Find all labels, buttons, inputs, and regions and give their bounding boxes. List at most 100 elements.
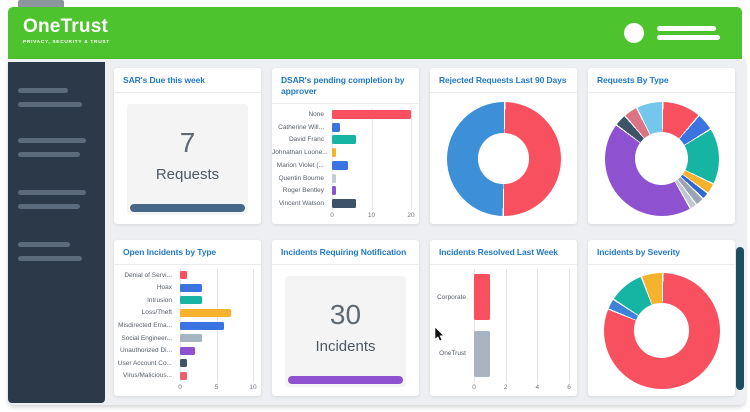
stat-value: 7 xyxy=(179,126,196,158)
card-sars-due-this-week: SAR's Due this week 7 Requests xyxy=(114,68,261,224)
onetrust-logo: OneTrust PRIVACY, SECURITY & TRUST xyxy=(23,16,110,45)
browser-tab-nub xyxy=(18,0,64,8)
chart-row: Hoax xyxy=(114,283,261,292)
category-label: Corporate xyxy=(437,293,466,301)
bar[interactable] xyxy=(332,148,336,158)
stat-label: Requests xyxy=(155,165,220,183)
card-title-link[interactable]: Rejected Requests Last 90 Days xyxy=(430,68,577,94)
stat-label: Incidents xyxy=(315,337,376,355)
card-title-link[interactable]: Requests By Type xyxy=(588,68,735,94)
open-incidents-bar-chart[interactable]: Denial of Servi... Hoax Intrusion Loss/Thef… xyxy=(114,265,261,396)
bar[interactable] xyxy=(180,296,202,305)
category-label: Hoax xyxy=(156,284,172,292)
category-label: Quentin Bourne xyxy=(278,174,324,182)
chart-row: David Franc xyxy=(272,135,419,145)
vertical-scrollbar-thumb[interactable] xyxy=(736,247,744,390)
card-title-link[interactable]: Incidents Resolved Last Week xyxy=(430,240,577,266)
bar[interactable] xyxy=(180,271,188,280)
x-axis-tick: 0 xyxy=(330,212,334,219)
category-label: Unauthorized Di... xyxy=(119,347,172,355)
donut-hole xyxy=(634,303,689,358)
bar[interactable] xyxy=(332,173,336,183)
stat-widget: 30 Incidents xyxy=(272,265,419,396)
requests-by-type-donut-chart[interactable] xyxy=(588,93,735,224)
card-title-link[interactable]: DSAR's pending completion by approver xyxy=(272,68,419,105)
card-incidents-requiring-notification: Incidents Requiring Notification 30 Inci… xyxy=(272,240,419,396)
card-incidents-by-severity: Incidents by Severity xyxy=(588,240,735,396)
category-label: None xyxy=(308,110,324,118)
card-requests-by-type: Requests By Type xyxy=(588,68,735,224)
chart-row: Johnathan Loone... xyxy=(272,148,419,158)
bar[interactable] xyxy=(180,371,188,380)
x-axis-tick: 10 xyxy=(367,212,376,219)
chart-row: Loss/Theft xyxy=(114,308,261,317)
donut-hole xyxy=(478,133,529,184)
card-open-incidents: Open Incidents by Type Denial of Servi..… xyxy=(114,240,261,396)
bar[interactable] xyxy=(180,334,202,343)
category-label: David Franc xyxy=(288,136,324,144)
chart-row: Roger Bentley xyxy=(272,186,419,196)
x-axis-tick: 5 xyxy=(214,384,219,391)
chart-row: Virus/Malicious... xyxy=(114,371,261,380)
bar[interactable] xyxy=(474,330,490,377)
card-incidents-resolved: Incidents Resolved Last Week Corporate On… xyxy=(430,240,577,396)
chart-row: Social Engineer... xyxy=(114,334,261,343)
x-axis-tick: 10 xyxy=(249,384,257,391)
sidebar-item-1[interactable] xyxy=(18,88,82,116)
category-label: User Account Co... xyxy=(117,359,172,367)
cards-grid: SAR's Due this week 7 Requests DSAR's pe… xyxy=(114,68,735,396)
category-label: Misdirected Ema... xyxy=(118,322,172,329)
donut xyxy=(604,101,719,216)
stat-accent-bar xyxy=(130,204,245,212)
chart-row: Marion Violet (... xyxy=(272,160,419,170)
category-label: OneTrust xyxy=(439,350,466,358)
dsar-pending-bar-chart[interactable]: None Catherine Will... David Franc Johnatha… xyxy=(272,104,419,224)
donut xyxy=(446,101,561,216)
card-title-link[interactable]: Open Incidents by Type xyxy=(114,240,261,266)
x-axis-tick: 0 xyxy=(178,384,182,391)
bar[interactable] xyxy=(332,199,356,209)
stat-value: 30 xyxy=(329,298,362,330)
bar[interactable] xyxy=(332,186,336,196)
sidebar-item-4[interactable] xyxy=(18,242,82,270)
x-axis-tick: 6 xyxy=(567,384,571,391)
category-label: Virus/Malicious... xyxy=(122,372,172,380)
bar[interactable] xyxy=(332,109,411,119)
chart-row: Catherine Will... xyxy=(272,122,419,132)
bar[interactable] xyxy=(474,274,490,321)
chart-row: Vincent Watson xyxy=(272,199,419,209)
user-avatar[interactable] xyxy=(624,23,644,43)
sidebar-item-3[interactable] xyxy=(18,190,86,218)
chart-row: Misdirected Ema... xyxy=(114,321,261,330)
category-label: Marion Violet (... xyxy=(276,161,324,169)
hamburger-menu-icon[interactable] xyxy=(657,26,720,44)
app-header: OneTrust PRIVACY, SECURITY & TRUST xyxy=(8,7,742,59)
x-axis-tick: 2 xyxy=(503,384,508,391)
chart-row: Unauthorized Di... xyxy=(114,346,261,355)
bar[interactable] xyxy=(332,135,356,145)
x-axis-tick: 20 xyxy=(407,212,415,219)
rejected-requests-donut-chart[interactable] xyxy=(430,93,577,224)
bar[interactable] xyxy=(180,346,195,355)
incidents-resolved-bar-chart[interactable]: Corporate OneTrust 0 2 4 6 xyxy=(430,265,577,396)
bar[interactable] xyxy=(180,308,232,317)
category-label: Loss/Theft xyxy=(141,309,172,317)
card-title-link[interactable]: Incidents by Severity xyxy=(588,240,735,266)
card-title-link[interactable]: Incidents Requiring Notification xyxy=(272,240,419,266)
category-label: Vincent Watson xyxy=(278,200,324,208)
incidents-by-severity-donut-chart[interactable] xyxy=(588,265,735,396)
bar[interactable] xyxy=(180,359,188,368)
category-label: Intrusion xyxy=(147,296,172,304)
sidebar-item-2[interactable] xyxy=(18,138,86,166)
bar[interactable] xyxy=(180,321,224,330)
category-label: Social Engineer... xyxy=(121,334,172,342)
bar[interactable] xyxy=(180,283,202,292)
chart-row: Corporate xyxy=(430,274,577,321)
card-title-link[interactable]: SAR's Due this week xyxy=(114,68,261,94)
chart-row: None xyxy=(272,109,419,119)
bar[interactable] xyxy=(332,160,348,170)
logo-text: OneTrust xyxy=(23,16,109,37)
chart-row: User Account Co... xyxy=(114,359,261,368)
bar[interactable] xyxy=(332,122,340,132)
donut xyxy=(603,272,720,389)
